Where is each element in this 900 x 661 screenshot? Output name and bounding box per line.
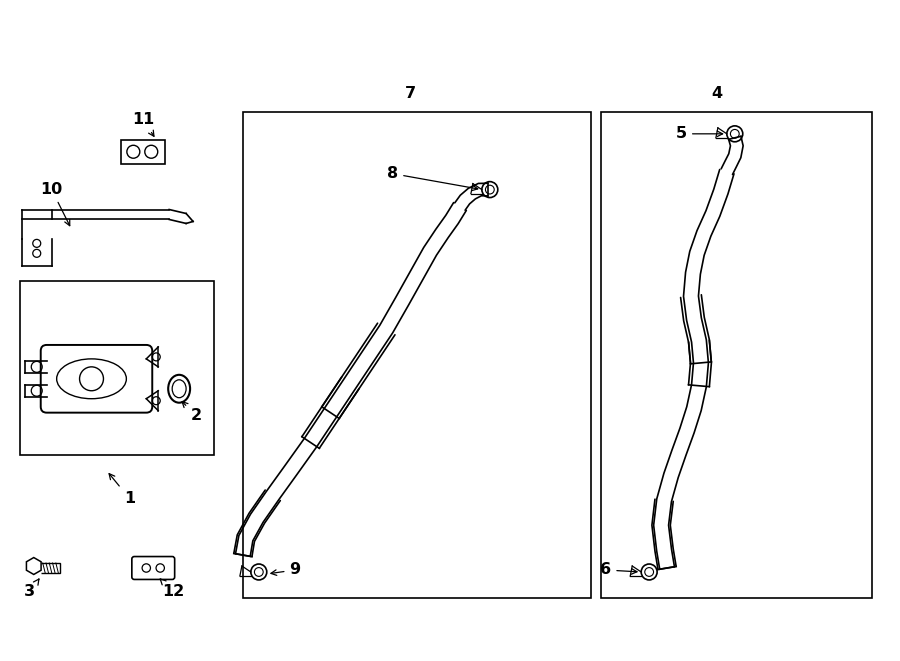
Text: 11: 11: [132, 112, 155, 136]
Text: 4: 4: [711, 87, 723, 102]
Text: 8: 8: [387, 166, 478, 190]
Bar: [122, 140, 166, 164]
Text: 10: 10: [40, 182, 69, 225]
Text: 7: 7: [405, 87, 416, 102]
Bar: [243, 112, 591, 598]
Text: 2: 2: [182, 402, 202, 423]
Text: 12: 12: [160, 579, 184, 600]
Text: 5: 5: [676, 126, 723, 141]
Bar: [601, 112, 872, 598]
Bar: [20, 281, 214, 455]
Text: 3: 3: [24, 579, 39, 600]
Text: 9: 9: [271, 563, 301, 578]
Text: 6: 6: [600, 563, 637, 578]
Text: 1: 1: [109, 474, 135, 506]
